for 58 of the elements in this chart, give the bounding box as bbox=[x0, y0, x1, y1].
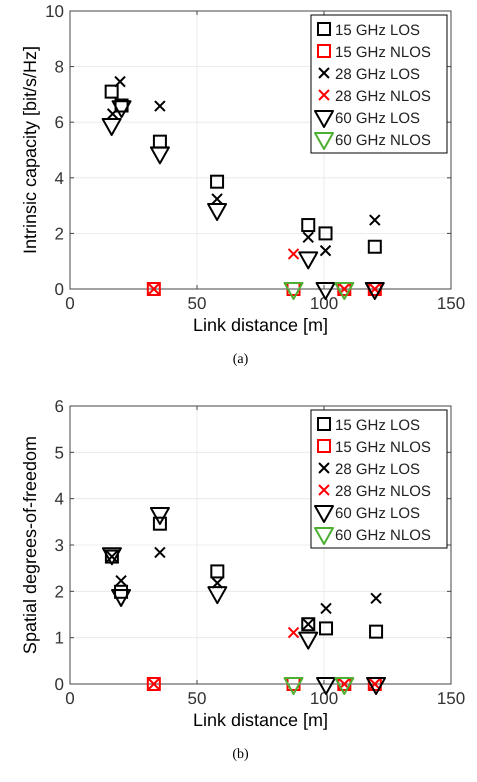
x-tick-label: 50 bbox=[188, 689, 206, 708]
text: (b) bbox=[232, 747, 249, 762]
y-tick-label: 3 bbox=[54, 536, 64, 555]
y-tick-label: 4 bbox=[54, 490, 64, 509]
point bbox=[319, 621, 334, 636]
text: (a) bbox=[232, 352, 249, 367]
y-tick-label: 2 bbox=[54, 582, 64, 602]
y-axis-title: Intrinsic capacity [bit/s/Hz] bbox=[20, 46, 40, 254]
legend-label: 15 GHz NLOS bbox=[335, 44, 431, 61]
y-tick-label: 1 bbox=[54, 628, 64, 648]
point bbox=[288, 626, 300, 639]
point bbox=[368, 240, 382, 254]
legend-label: 60 GHz LOS bbox=[335, 505, 420, 522]
legend-label: 15 GHz NLOS bbox=[335, 439, 431, 456]
legend-label: 28 GHz LOS bbox=[335, 66, 420, 83]
legend-label: 28 GHz LOS bbox=[335, 461, 420, 478]
y-tick-label: 10 bbox=[45, 2, 64, 21]
y-tick-label: 8 bbox=[54, 58, 64, 77]
legend-label: 15 GHz LOS bbox=[335, 22, 420, 39]
x-tick-label: 50 bbox=[188, 294, 206, 313]
x-tick-label: 100 bbox=[310, 294, 338, 313]
x-tick-label: 150 bbox=[436, 294, 466, 313]
point bbox=[320, 244, 332, 257]
y-tick-label: 2 bbox=[54, 224, 64, 244]
point bbox=[302, 231, 314, 244]
x-tick-label: 100 bbox=[310, 689, 338, 708]
point bbox=[370, 592, 382, 604]
point bbox=[104, 84, 119, 99]
y-tick-label: 6 bbox=[54, 113, 64, 132]
point bbox=[210, 564, 224, 578]
point bbox=[152, 134, 167, 149]
y-axis-title: Spatial degrees-of-freedom bbox=[20, 436, 40, 654]
point bbox=[368, 214, 381, 226]
point bbox=[288, 248, 300, 260]
point bbox=[320, 602, 332, 614]
point bbox=[210, 174, 224, 189]
point bbox=[318, 226, 333, 240]
legend-label: 60 GHz NLOS bbox=[335, 132, 431, 149]
legend-label: 60 GHz LOS bbox=[335, 110, 420, 127]
legend-label: 28 GHz NLOS bbox=[335, 88, 431, 105]
y-tick-label: 0 bbox=[54, 280, 64, 299]
point bbox=[154, 546, 166, 558]
y-tick-label: 6 bbox=[54, 397, 64, 416]
point bbox=[152, 516, 167, 531]
x-tick-label: 150 bbox=[436, 689, 466, 708]
point bbox=[154, 100, 166, 112]
x-axis-title: Link distance [m] bbox=[192, 315, 328, 335]
point bbox=[211, 576, 224, 589]
legend-label: 28 GHz NLOS bbox=[335, 483, 431, 500]
legend-label: 60 GHz NLOS bbox=[335, 527, 431, 544]
point bbox=[301, 218, 316, 232]
x-axis-title: Link distance [m] bbox=[192, 710, 328, 730]
legend-label: 15 GHz LOS bbox=[335, 417, 420, 434]
y-tick-label: 4 bbox=[54, 168, 64, 188]
y-tick-label: 5 bbox=[54, 443, 64, 462]
point bbox=[369, 624, 384, 639]
y-tick-label: 0 bbox=[54, 675, 64, 694]
point bbox=[114, 76, 126, 88]
